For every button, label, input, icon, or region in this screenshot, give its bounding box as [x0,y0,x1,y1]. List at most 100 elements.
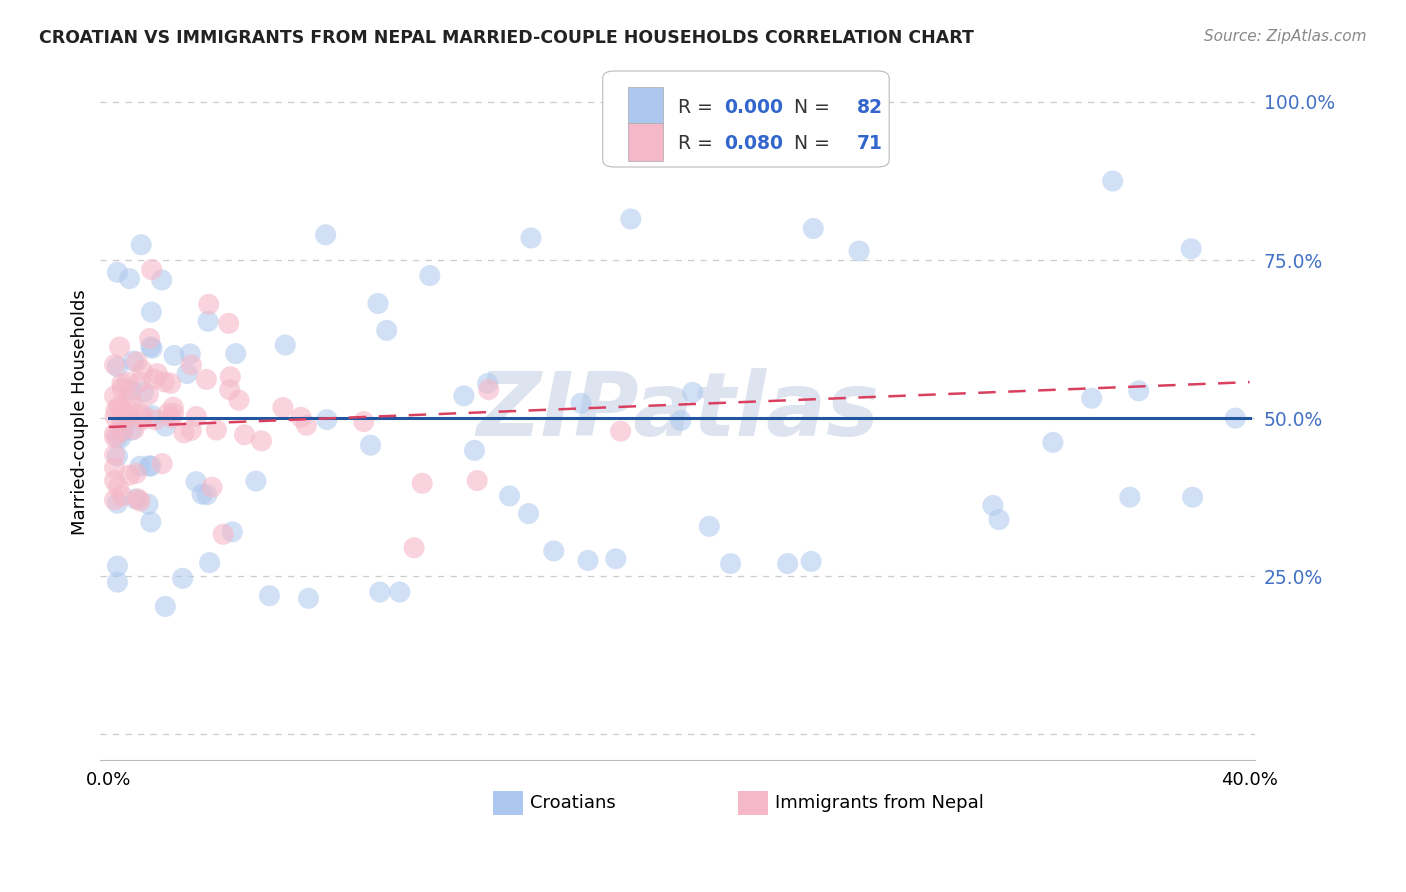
Point [271,401,294,415]
Point [315,227,337,242]
Point [197,314,219,328]
Text: N =: N = [782,134,835,153]
Point [669,413,692,427]
Point [848,244,870,258]
Point [145,413,167,427]
Point [411,476,433,491]
Point [156,406,179,420]
Point [125,467,148,481]
Point [155,599,177,614]
Text: R =: R = [678,134,718,153]
Point [131,413,153,427]
Point [800,554,823,568]
Point [221,524,243,539]
Text: 0.080: 0.080 [724,134,783,153]
Point [118,271,141,285]
Point [138,458,160,473]
Point [1101,174,1123,188]
Point [720,557,742,571]
Point [111,424,134,438]
Text: 71: 71 [856,134,883,153]
Point [104,474,127,488]
Point [477,376,499,391]
Point [121,423,143,437]
Point [163,348,186,362]
Point [176,367,198,381]
Point [218,383,240,397]
Text: Croatians: Croatians [530,794,616,812]
Point [150,457,173,471]
Point [184,475,207,489]
Point [111,489,134,503]
Point [569,396,592,410]
Point [186,409,208,424]
Point [121,396,143,410]
Point [360,438,382,452]
Text: N =: N = [782,98,835,117]
Point [353,415,375,429]
Point [1042,435,1064,450]
Point [107,359,129,374]
Point [141,341,163,355]
Point [111,413,134,427]
Point [697,519,720,533]
Point [274,338,297,352]
Point [104,426,127,441]
Point [117,375,139,389]
Point [419,268,441,283]
Point [118,468,141,483]
Point [388,585,411,599]
Point [104,403,127,417]
Point [212,527,235,541]
Point [197,297,219,311]
Point [108,340,131,354]
Point [682,385,704,400]
Point [1128,384,1150,398]
Point [402,541,425,555]
Point [163,406,186,420]
Point [131,363,153,377]
Point [295,418,318,433]
Point [201,480,224,494]
Point [107,449,129,463]
Point [111,418,134,433]
Point [141,305,163,319]
Point [465,474,488,488]
Point [1181,490,1204,504]
Point [225,346,247,360]
Point [988,512,1011,526]
Point [160,410,183,425]
Point [139,458,162,473]
Point [107,496,129,510]
Point [111,381,134,395]
Point [478,383,501,397]
Text: CROATIAN VS IMMIGRANTS FROM NEPAL MARRIED-COUPLE HOUSEHOLDS CORRELATION CHART: CROATIAN VS IMMIGRANTS FROM NEPAL MARRIE… [39,29,974,46]
Point [104,358,127,372]
Point [605,551,627,566]
FancyBboxPatch shape [494,791,523,815]
Point [375,323,398,337]
Text: R =: R = [678,98,718,117]
Point [198,556,221,570]
Point [173,425,195,440]
Point [132,384,155,399]
Point [146,367,169,381]
Point [620,211,643,226]
FancyBboxPatch shape [628,123,662,161]
Point [129,375,152,389]
Point [1180,242,1202,256]
Point [228,393,250,408]
Point [139,340,162,354]
Point [141,409,163,423]
Text: 82: 82 [856,98,883,117]
Point [117,409,139,423]
Point [104,492,127,507]
Point [104,460,127,475]
Point [129,494,152,508]
Point [111,424,134,438]
Point [191,487,214,501]
Point [180,423,202,437]
Point [125,355,148,369]
Point [259,589,281,603]
Point [453,389,475,403]
